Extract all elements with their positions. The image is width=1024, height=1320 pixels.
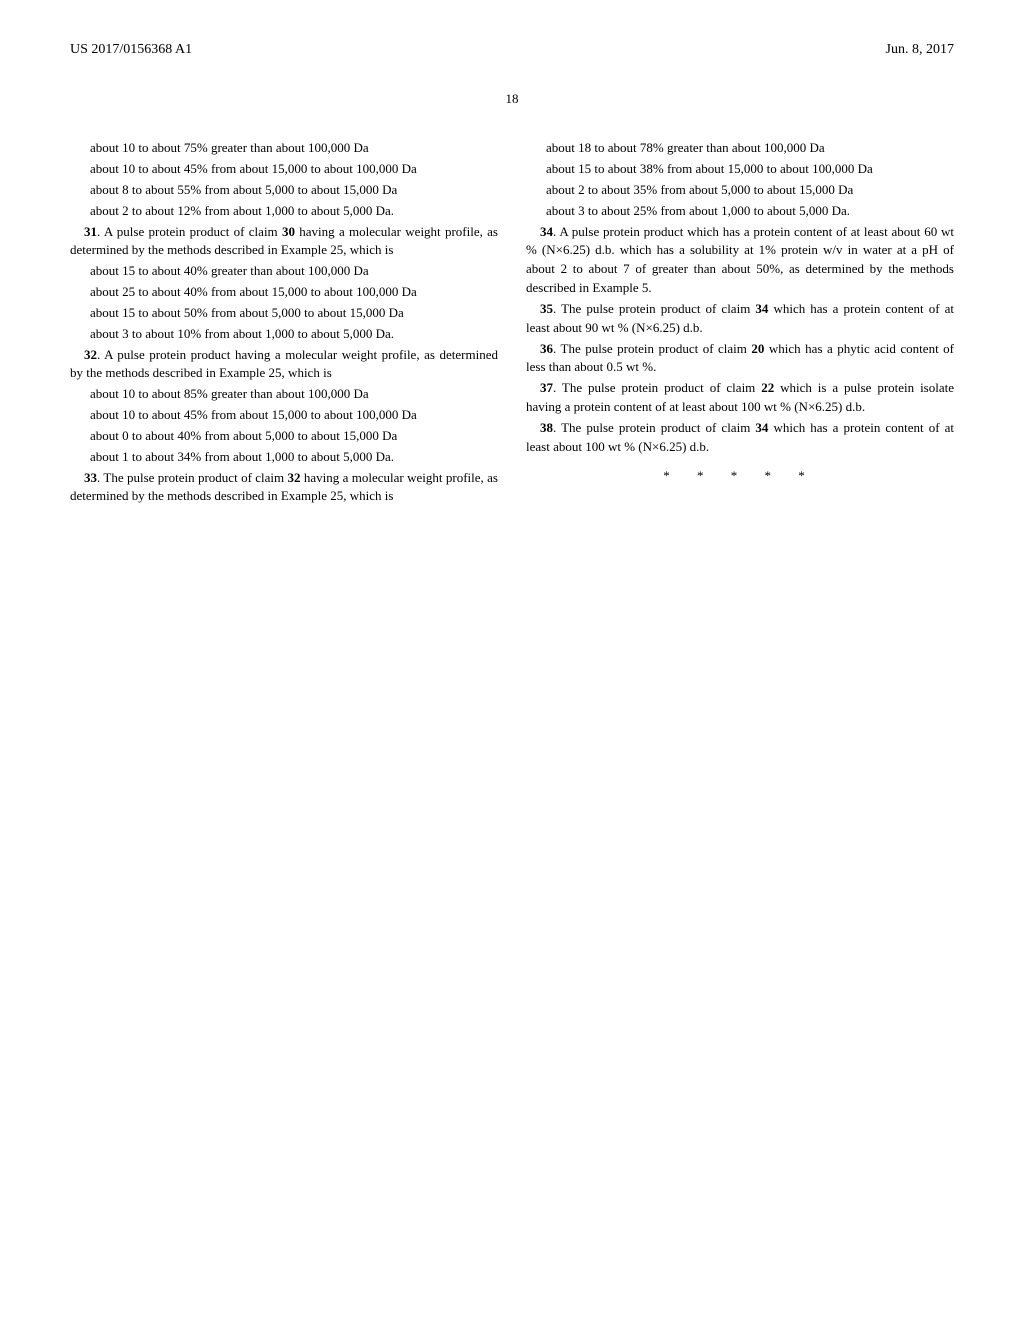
claim-31-text-a: . A pulse protein product of claim [97, 224, 282, 239]
page-number: 18 [70, 90, 954, 109]
claim-38-number: 38 [540, 420, 553, 435]
claim-30-line2: about 10 to about 45% from about 15,000 … [78, 160, 498, 179]
claim-33: 33. The pulse protein product of claim 3… [70, 469, 498, 507]
claim-36-ref: 20 [751, 341, 764, 356]
claim-34-number: 34 [540, 224, 553, 239]
end-asterisks: * * * * * [526, 467, 954, 486]
claim-33-text-a: . The pulse protein product of claim [97, 470, 288, 485]
publication-date: Jun. 8, 2017 [886, 40, 954, 60]
claim-36-text-a: . The pulse protein product of claim [553, 341, 751, 356]
claim-30-line1: about 10 to about 75% greater than about… [78, 139, 498, 158]
claim-34-text: . A pulse protein product which has a pr… [526, 224, 954, 296]
claim-36: 36. The pulse protein product of claim 2… [526, 340, 954, 378]
claim-33-number: 33 [84, 470, 97, 485]
claim-32-line2: about 10 to about 45% from about 15,000 … [78, 406, 498, 425]
claim-33-line3: about 2 to about 35% from about 5,000 to… [534, 181, 954, 200]
claim-34: 34. A pulse protein product which has a … [526, 223, 954, 298]
claim-32-line1: about 10 to about 85% greater than about… [78, 385, 498, 404]
claim-36-number: 36 [540, 341, 553, 356]
doc-number: US 2017/0156368 A1 [70, 40, 192, 60]
claim-38: 38. The pulse protein product of claim 3… [526, 419, 954, 457]
claim-32: 32. A pulse protein product having a mol… [70, 346, 498, 384]
claim-38-ref: 34 [755, 420, 768, 435]
claim-31-number: 31 [84, 224, 97, 239]
claim-37-ref: 22 [761, 380, 774, 395]
claim-35: 35. The pulse protein product of claim 3… [526, 300, 954, 338]
claim-32-text: . A pulse protein product having a molec… [70, 347, 498, 381]
claim-35-text-a: . The pulse protein product of claim [553, 301, 755, 316]
claim-33-line4: about 3 to about 25% from about 1,000 to… [534, 202, 954, 221]
claim-30-line4: about 2 to about 12% from about 1,000 to… [78, 202, 498, 221]
claims-body: about 10 to about 75% greater than about… [70, 139, 954, 506]
claim-32-line3: about 0 to about 40% from about 5,000 to… [78, 427, 498, 446]
claim-33-ref: 32 [288, 470, 301, 485]
claim-31-line3: about 15 to about 50% from about 5,000 t… [78, 304, 498, 323]
claim-37-number: 37 [540, 380, 553, 395]
claim-38-text-a: . The pulse protein product of claim [553, 420, 755, 435]
claim-33-line1: about 18 to about 78% greater than about… [534, 139, 954, 158]
claim-31-line2: about 25 to about 40% from about 15,000 … [78, 283, 498, 302]
claim-31-line4: about 3 to about 10% from about 1,000 to… [78, 325, 498, 344]
claim-37-text-a: . The pulse protein product of claim [553, 380, 761, 395]
claim-30-line3: about 8 to about 55% from about 5,000 to… [78, 181, 498, 200]
claim-35-number: 35 [540, 301, 553, 316]
claim-32-number: 32 [84, 347, 97, 362]
claim-35-ref: 34 [755, 301, 768, 316]
page-header: US 2017/0156368 A1 Jun. 8, 2017 [70, 40, 954, 60]
claim-31-ref: 30 [282, 224, 295, 239]
claim-31-line1: about 15 to about 40% greater than about… [78, 262, 498, 281]
claim-33-line2: about 15 to about 38% from about 15,000 … [534, 160, 954, 179]
claim-31: 31. A pulse protein product of claim 30 … [70, 223, 498, 261]
claim-37: 37. The pulse protein product of claim 2… [526, 379, 954, 417]
claim-32-line4: about 1 to about 34% from about 1,000 to… [78, 448, 498, 467]
